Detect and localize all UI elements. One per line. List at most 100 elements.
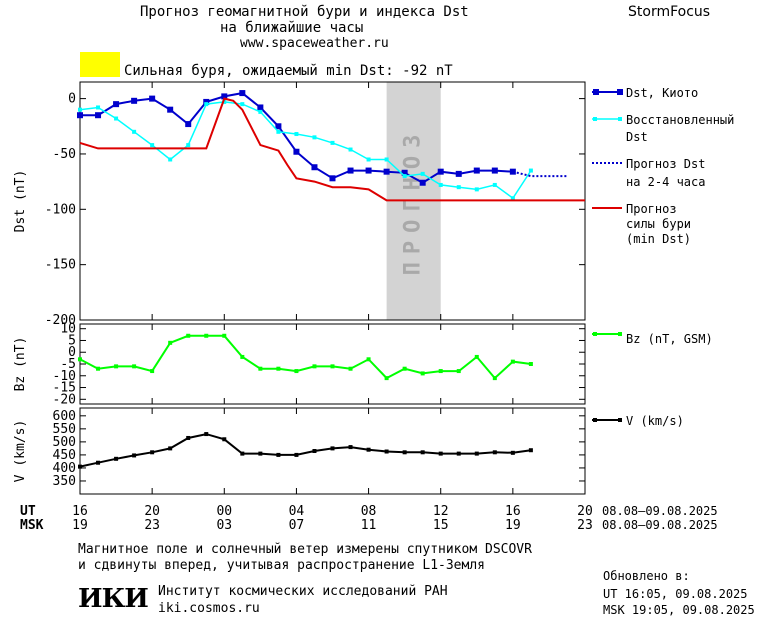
data-point <box>204 102 209 107</box>
y-tick-label: 350 <box>53 474 76 489</box>
data-point <box>383 168 390 175</box>
data-point <box>312 135 317 140</box>
data-point <box>167 106 174 113</box>
legend-storm: Прогноз силы бури (min Dst) <box>592 202 691 246</box>
data-point <box>366 447 371 452</box>
data-point <box>312 449 317 453</box>
data-point <box>132 129 137 134</box>
institute-site: iki.cosmos.ru <box>158 601 260 616</box>
data-point <box>509 168 516 175</box>
data-point <box>492 376 497 381</box>
data-point <box>275 123 282 130</box>
y-tick-label: -15 <box>53 381 76 396</box>
data-point <box>221 93 228 100</box>
y-tick-label: 0 <box>68 92 76 107</box>
data-point <box>203 98 210 105</box>
data-point <box>528 362 533 366</box>
data-point <box>491 167 498 174</box>
y-tick-label: 10 <box>60 322 76 337</box>
y-axis-label: Bz (nT) <box>13 337 28 392</box>
alert-text: Сильная буря, ожидаемый min Dst: -92 nT <box>124 63 453 79</box>
data-point <box>474 451 479 456</box>
legend-dst-kyoto-label: Dst, Киото <box>626 86 698 100</box>
msk-date-range: 08.08–09.08.2025 <box>602 518 718 532</box>
data-point <box>366 357 371 362</box>
updated-msk: MSK 19:05, 09.08.2025 <box>603 603 755 617</box>
data-point <box>168 446 173 451</box>
footer-note-2: и сдвинуты вперед, учитывая распростране… <box>78 558 485 573</box>
data-point <box>474 354 479 359</box>
y-tick-label: -200 <box>45 313 76 328</box>
data-point <box>528 168 533 173</box>
data-point <box>276 366 281 371</box>
data-point <box>348 147 353 152</box>
msk-tick-label: 11 <box>361 518 377 533</box>
y-axis-label: Dst (nT) <box>13 170 28 233</box>
legend-forecast-label-1: Прогноз Dst <box>626 157 705 171</box>
y-tick-label: -100 <box>45 202 76 217</box>
ut-tick-label: 16 <box>72 504 88 519</box>
ut-axis-label: UT <box>20 504 36 519</box>
data-point <box>222 99 227 104</box>
data-point <box>131 97 138 104</box>
data-point <box>294 452 299 457</box>
data-point <box>132 453 137 458</box>
institute-name: Институт космических исследований РАН <box>158 584 448 599</box>
data-point <box>240 451 245 456</box>
y-tick-label: -150 <box>45 258 76 273</box>
data-point <box>95 112 102 119</box>
series-line <box>79 101 532 200</box>
data-point <box>149 95 156 102</box>
data-point <box>330 446 335 451</box>
y-tick-label: 600 <box>53 409 76 424</box>
data-point <box>312 364 317 369</box>
data-point <box>528 448 533 453</box>
data-point <box>510 450 515 455</box>
plot-frame <box>79 407 586 495</box>
data-point <box>401 169 408 176</box>
series-line <box>80 92 513 184</box>
data-point <box>455 170 462 177</box>
legend-v-label: V (km/s) <box>626 414 684 428</box>
data-point <box>402 450 407 455</box>
data-point <box>492 450 497 455</box>
data-point <box>420 450 425 455</box>
data-point <box>366 157 371 162</box>
data-point <box>186 143 191 148</box>
msk-tick-label: 07 <box>289 518 305 533</box>
ut-tick-label: 12 <box>433 504 449 519</box>
data-point <box>492 182 497 187</box>
data-point <box>402 174 407 179</box>
legend-v: V (km/s) <box>592 414 684 428</box>
data-point <box>311 164 318 171</box>
data-point <box>384 376 389 381</box>
data-point <box>438 182 443 187</box>
ut-tick-label: 00 <box>216 504 232 519</box>
data-point <box>473 167 480 174</box>
legend-bz-label: Bz (nT, GSM) <box>626 332 713 346</box>
legend-storm-label-2: силы бури <box>626 217 691 231</box>
data-point <box>186 333 191 338</box>
y-tick-label: 500 <box>53 435 76 450</box>
data-point <box>347 167 354 174</box>
ut-tick-label: 20 <box>144 504 160 519</box>
time-axis: UTMSK1619202300030407081112151619202308.… <box>20 504 718 533</box>
data-point <box>348 366 353 371</box>
data-point <box>419 179 426 186</box>
iki-logo: ИКИ <box>78 584 149 614</box>
msk-tick-label: 23 <box>577 518 593 533</box>
data-point <box>168 340 173 345</box>
data-point <box>348 445 353 450</box>
data-point <box>276 452 281 457</box>
chart-title-line-2: на ближайшие часы <box>220 20 364 36</box>
data-point <box>510 196 515 201</box>
data-point <box>78 464 82 469</box>
series-line <box>79 433 532 468</box>
msk-tick-label: 23 <box>144 518 160 533</box>
data-point <box>150 450 155 455</box>
y-tick-label: 5 <box>68 333 76 348</box>
data-point <box>438 451 443 456</box>
alert-swatch <box>80 52 120 77</box>
data-point <box>96 105 101 110</box>
